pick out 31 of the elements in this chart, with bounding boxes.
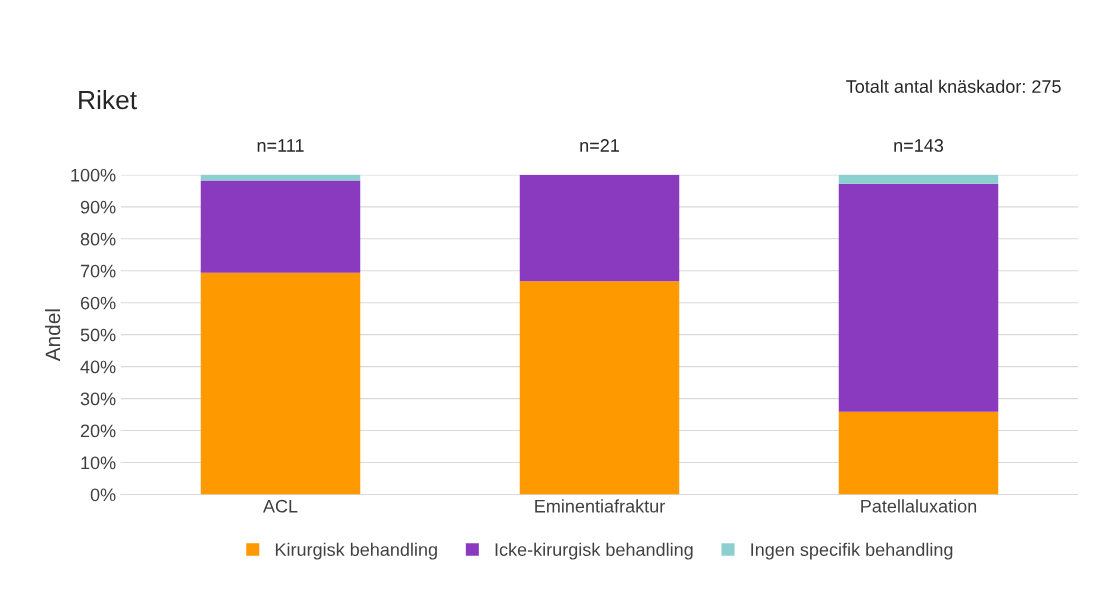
y-axis-title: Andel [44, 309, 61, 362]
y-tick-label: 100% [71, 168, 116, 182]
annotation: n=21 [580, 139, 619, 152]
y-tick-label: 50% [80, 328, 116, 342]
bar [200, 180, 361, 273]
x-tick-label: ACL [262, 499, 298, 513]
text: Totalt antal knäskador: 275 [846, 79, 1061, 93]
y-tick-label: 20% [80, 424, 116, 438]
annotation: n=143 [894, 139, 944, 152]
legend-label: Kirurgisk behandling [275, 542, 437, 560]
y-tick-label: 80% [80, 232, 116, 246]
y-tick-label: 70% [80, 264, 116, 278]
bar [838, 174, 999, 184]
bar [519, 281, 680, 495]
y-tick-label: 0% [90, 488, 116, 502]
legend-label: Ingen specifik behandling [751, 542, 953, 560]
x-tick-label: Eminentiafraktur [535, 499, 665, 513]
y-tick-label: 40% [80, 360, 116, 374]
y-tick-label: 90% [80, 200, 116, 214]
x-tick-label: Patellaluxation [861, 499, 977, 513]
legend-label: Icke-kirurgisk behandling [495, 542, 693, 560]
annotation: n=111 [257, 139, 304, 152]
bar [838, 411, 999, 495]
y-tick-label: 30% [80, 392, 116, 406]
bar [838, 183, 999, 412]
y-tick-label: 10% [81, 456, 116, 470]
y-tick-label: 60% [80, 296, 116, 310]
chart-title: Riket [79, 89, 137, 110]
bar [519, 174, 680, 282]
bar [200, 272, 361, 495]
bar [200, 174, 361, 181]
